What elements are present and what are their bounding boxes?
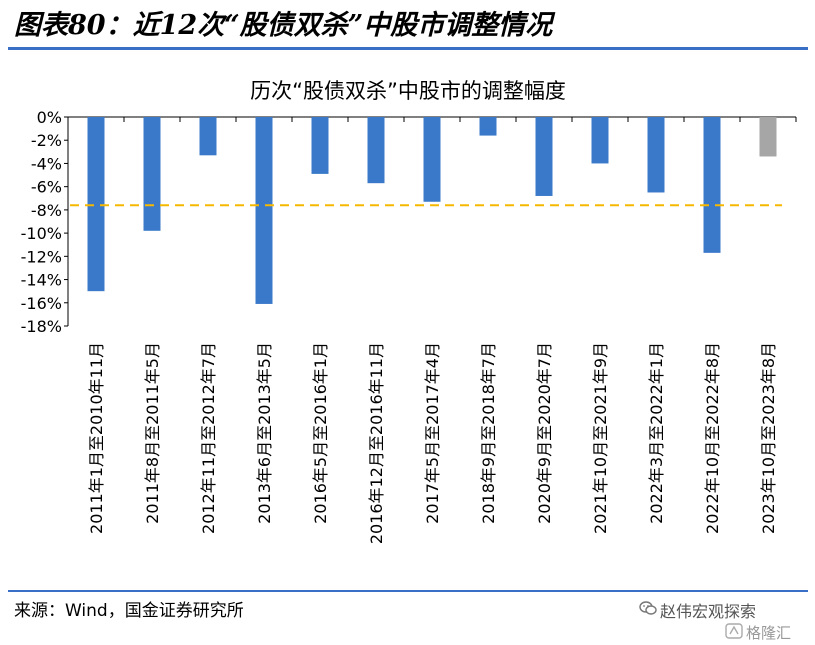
bar-1 (87, 117, 105, 292)
wechat-icon (639, 600, 657, 620)
x-tick-label: 2016年5月至2016年1月 (311, 342, 330, 524)
watermark-primary: 赵伟宏观探索 (639, 598, 756, 622)
x-tick-label: 2013年6月至2013年5月 (255, 342, 274, 524)
y-tick-label: -12% (21, 247, 62, 266)
bar-2 (143, 117, 161, 231)
y-tick-label: -2% (31, 131, 62, 150)
source-rule (8, 590, 808, 592)
bar-3 (199, 117, 217, 156)
x-tick-label: 2011年1月至2010年11月 (87, 342, 106, 534)
x-tick-label: 2022年10月至2022年8月 (703, 342, 722, 534)
y-tick-label: -10% (21, 224, 62, 243)
bar-9 (535, 117, 553, 196)
watermark-primary-text: 赵伟宏观探索 (660, 602, 757, 621)
x-tick-label: 2021年10月至2021年9月 (591, 342, 610, 534)
x-tick-label: 2012年11月至2012年7月 (199, 342, 218, 534)
y-tick-label: -18% (21, 317, 62, 336)
bar-13 (759, 117, 777, 157)
x-tick-label: 2017年5月至2017年4月 (423, 342, 442, 524)
y-tick-label: -6% (31, 178, 62, 197)
figure-title: 图表80：近12次“股债双杀”中股市调整情况 (14, 10, 553, 41)
y-tick-label: -14% (21, 271, 62, 290)
chart-title: 历次“股债双杀”中股市的调整幅度 (250, 79, 566, 103)
watermark-secondary-text: 格隆汇 (746, 624, 792, 642)
x-tick-label: 2020年9月至2020年7月 (535, 342, 554, 524)
bar-11 (647, 117, 665, 193)
bars (87, 117, 777, 304)
bar-4 (255, 117, 273, 304)
bar-10 (591, 117, 609, 164)
glh-logo-icon (725, 622, 743, 643)
x-tick-label: 2018年9月至2018年7月 (479, 342, 498, 524)
bar-8 (479, 117, 497, 136)
x-tick-label: 2023年10月至2023年8月 (759, 342, 778, 534)
bar-5 (311, 117, 329, 174)
bar-12 (703, 117, 721, 253)
axes: 0% -2% -4% -6% -8% -10% -12% -14% -16% -18% (21, 108, 797, 336)
x-tick-label: 2016年12月至2016年11月 (367, 342, 386, 544)
bar-chart: 历次“股债双杀”中股市的调整幅度 0% -2% -4% -6% -8% -10% -12% -… (21, 79, 797, 544)
source-note: 来源：Wind，国金证券研究所 (14, 601, 244, 621)
x-tick-label: 2011年8月至2011年5月 (143, 342, 162, 524)
y-tick-label: -16% (21, 294, 62, 313)
x-tick-labels: 2011年1月至2010年11月 2011年8月至2011年5月 2012年11月至… (87, 342, 778, 544)
x-tick-label: 2022年3月至2022年1月 (647, 342, 666, 524)
watermark-secondary: 格隆汇 (725, 622, 791, 643)
bar-6 (367, 117, 385, 184)
title-rule (8, 47, 808, 50)
y-tick-label: -4% (31, 154, 62, 173)
y-tick-label: 0% (37, 108, 62, 127)
y-tick-label: -8% (31, 201, 62, 220)
bar-7 (423, 117, 441, 202)
